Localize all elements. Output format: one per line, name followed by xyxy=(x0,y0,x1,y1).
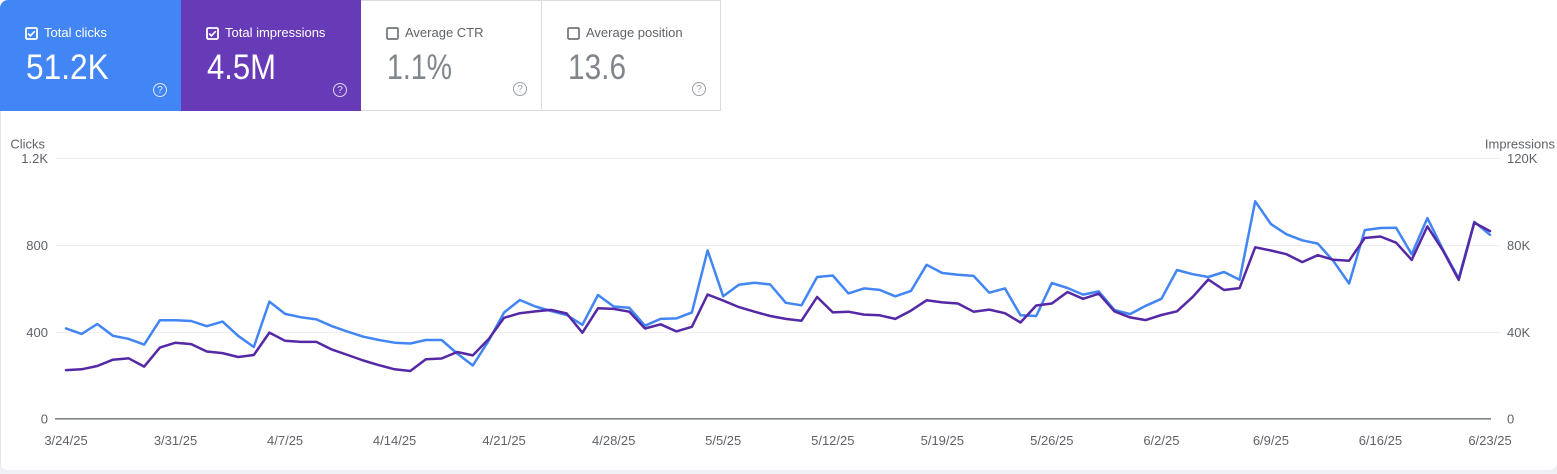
svg-text:6/16/25: 6/16/25 xyxy=(1359,433,1402,448)
svg-text:5/12/25: 5/12/25 xyxy=(811,433,854,448)
svg-text:120K: 120K xyxy=(1507,151,1538,166)
svg-text:6/2/25: 6/2/25 xyxy=(1143,433,1179,448)
svg-text:Clicks: Clicks xyxy=(10,137,45,152)
svg-text:3/31/25: 3/31/25 xyxy=(154,433,197,448)
svg-text:6/23/25: 6/23/25 xyxy=(1468,433,1511,448)
svg-text:4/21/25: 4/21/25 xyxy=(482,433,525,448)
svg-text:5/26/25: 5/26/25 xyxy=(1030,433,1073,448)
svg-text:5/5/25: 5/5/25 xyxy=(705,433,741,448)
svg-text:Impressions: Impressions xyxy=(1485,137,1556,152)
svg-text:40K: 40K xyxy=(1507,325,1530,340)
svg-text:5/19/25: 5/19/25 xyxy=(921,433,964,448)
svg-text:400: 400 xyxy=(26,325,48,340)
svg-text:6/9/25: 6/9/25 xyxy=(1253,433,1289,448)
svg-text:4/14/25: 4/14/25 xyxy=(373,433,416,448)
svg-text:0: 0 xyxy=(1507,412,1514,427)
svg-text:3/24/25: 3/24/25 xyxy=(44,433,87,448)
svg-text:4/7/25: 4/7/25 xyxy=(267,433,303,448)
svg-text:80K: 80K xyxy=(1507,238,1530,253)
svg-text:4/28/25: 4/28/25 xyxy=(592,433,635,448)
svg-text:800: 800 xyxy=(26,238,48,253)
svg-text:0: 0 xyxy=(41,412,48,427)
svg-text:1.2K: 1.2K xyxy=(21,151,48,166)
